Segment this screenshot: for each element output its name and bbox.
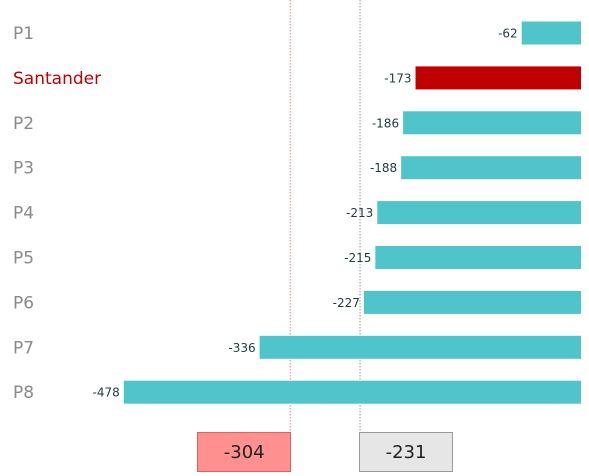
value-label: -215 — [344, 251, 371, 265]
category-label: P6 — [13, 293, 34, 313]
bar-highlight — [415, 66, 581, 90]
category-label: P4 — [13, 204, 34, 224]
bar — [363, 290, 581, 314]
category-label: P3 — [13, 159, 34, 179]
category-label: P1 — [13, 24, 34, 44]
reference-box-average: -304 — [197, 432, 292, 472]
bar — [401, 156, 581, 180]
value-label: -62 — [498, 27, 518, 41]
bar — [259, 335, 581, 359]
category-label: P2 — [13, 114, 34, 134]
bar — [403, 111, 581, 135]
bar — [123, 380, 581, 404]
bar — [521, 21, 581, 45]
category-label: P5 — [13, 249, 34, 269]
category-label: Santander — [13, 69, 101, 89]
value-label: -478 — [93, 386, 120, 400]
value-label: -188 — [370, 161, 397, 175]
value-label: -227 — [333, 296, 360, 310]
value-label: -213 — [346, 206, 373, 220]
reference-box-median: -231 — [359, 432, 454, 472]
category-label: P8 — [13, 383, 34, 403]
bar — [375, 246, 581, 269]
value-label: -336 — [228, 341, 255, 355]
value-label: -173 — [384, 71, 411, 85]
value-label: -186 — [372, 116, 399, 130]
bar — [377, 201, 581, 225]
category-label: P7 — [13, 338, 34, 358]
